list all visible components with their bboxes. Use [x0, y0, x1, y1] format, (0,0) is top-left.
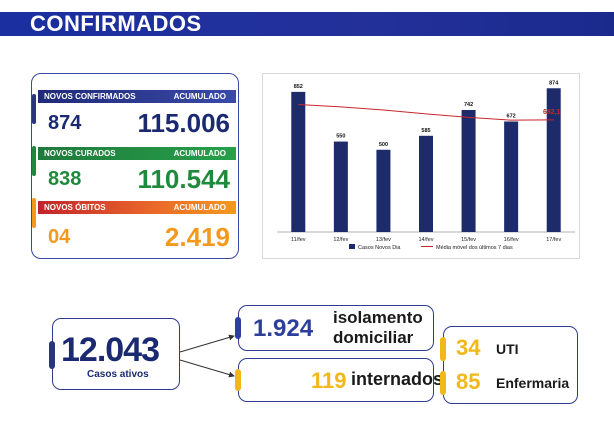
confirmed-header: NOVOS CONFIRMADOS ACUMULADO [38, 90, 236, 103]
cases-chart: 852 11/fev 550 12/fev 500 13/fev 585 14/fev 742 1… [277, 80, 575, 251]
x-tick-13/fev: 13/fev [376, 237, 391, 243]
uti-label: UTI [496, 341, 519, 357]
arrow-to-home [179, 334, 235, 353]
home-isolation-box: 1.924 isolamento domiciliar [235, 305, 434, 351]
connector-arrows [179, 334, 235, 378]
home-isolation-label-2: domiciliar [333, 328, 414, 347]
deaths-header: NOVOS ÓBITOS ACUMULADO [38, 201, 236, 214]
legend-bar-swatch [349, 244, 355, 249]
deaths-total: 2.419 [164, 222, 230, 252]
ward-label: Enfermaria [496, 375, 570, 391]
bar-12/fev [333, 141, 348, 232]
stats-card: NOVOS CONFIRMADOS ACUMULADO 874 115.006 … [31, 73, 239, 259]
bar-label-13/fev: 500 [379, 142, 388, 148]
bar-15/fev [461, 109, 476, 232]
bar-label-11/fev: 852 [294, 84, 303, 90]
recovered-header: NOVOS CURADOS ACUMULADO [38, 147, 236, 160]
deaths-label: NOVOS ÓBITOS [44, 203, 106, 212]
recovered-total: 110.544 [137, 164, 230, 194]
legend-line-label: Média móvel dos últimos 7 dias [436, 245, 513, 251]
uti-accent [440, 337, 446, 361]
active-cases-box: 12.043 Casos ativos [49, 318, 180, 390]
hosp-accent [235, 369, 241, 391]
uti-value: 34 [456, 335, 481, 360]
header-banner: CONFIRMADOS [0, 12, 614, 36]
active-cases-label: Casos ativos [87, 369, 149, 380]
bar-11/fev [291, 91, 306, 232]
home-isolation-label-1: isolamento [333, 308, 423, 327]
deaths-acc-label: ACUMULADO [173, 203, 226, 212]
deaths-accent [32, 198, 36, 228]
home-isolation-label: isolamento domiciliar [333, 308, 423, 348]
recovered-new: 838 [48, 168, 82, 190]
recovered-acc-label: ACUMULADO [173, 149, 226, 158]
bar-13/fev [376, 149, 391, 232]
hospital-breakdown-box: 34 UTI 85 Enfermaria [440, 326, 578, 404]
hospitalized-value: 119 [311, 368, 347, 393]
confirmed-acc-label: ACUMULADO [173, 92, 226, 101]
page-title: CONFIRMADOS [30, 11, 202, 36]
bar-label-16/fev: 672 [507, 113, 516, 119]
x-tick-14/fev: 14/fev [419, 237, 434, 243]
bar-label-17/fev: 874 [549, 80, 559, 86]
hospitalized-label: internados [351, 369, 444, 389]
ward-value: 85 [456, 369, 481, 394]
x-tick-17/fev: 17/fev [546, 237, 561, 243]
hospitalized-box: 119 internados [235, 358, 443, 402]
moving-average-label: 682,1 [543, 109, 561, 116]
legend-bar-label: Casos Novos Dia [358, 245, 401, 251]
arrow-to-hosp [179, 359, 235, 378]
moving-average-line [298, 104, 554, 121]
confirmed-total: 115.006 [137, 108, 230, 138]
active-cases-value: 12.043 [61, 331, 160, 369]
recovered-accent [32, 146, 36, 176]
deaths-new: 04 [48, 226, 71, 248]
home-isolation-value: 1.924 [253, 315, 314, 342]
confirmed-new: 874 [48, 112, 82, 134]
bar-label-14/fev: 585 [421, 128, 430, 134]
x-tick-15/fev: 15/fev [461, 237, 476, 243]
confirmed-label: NOVOS CONFIRMADOS [44, 92, 136, 101]
bar-label-15/fev: 742 [464, 102, 473, 108]
x-tick-11/fev: 11/fev [291, 237, 306, 243]
bar-17/fev [546, 88, 561, 232]
bar-16/fev [504, 121, 519, 232]
header-bar [0, 12, 614, 36]
bar-14/fev [419, 135, 433, 232]
recovered-label: NOVOS CURADOS [44, 149, 116, 158]
home-accent [235, 317, 241, 339]
active-accent [49, 341, 55, 369]
chart-panel: 852 11/fev 550 12/fev 500 13/fev 585 14/fev 742 1… [262, 73, 580, 259]
confirmed-accent [32, 94, 36, 124]
x-tick-16/fev: 16/fev [504, 237, 519, 243]
ward-accent [440, 371, 446, 395]
bar-label-12/fev: 550 [336, 134, 345, 140]
x-tick-12/fev: 12/fev [333, 237, 348, 243]
